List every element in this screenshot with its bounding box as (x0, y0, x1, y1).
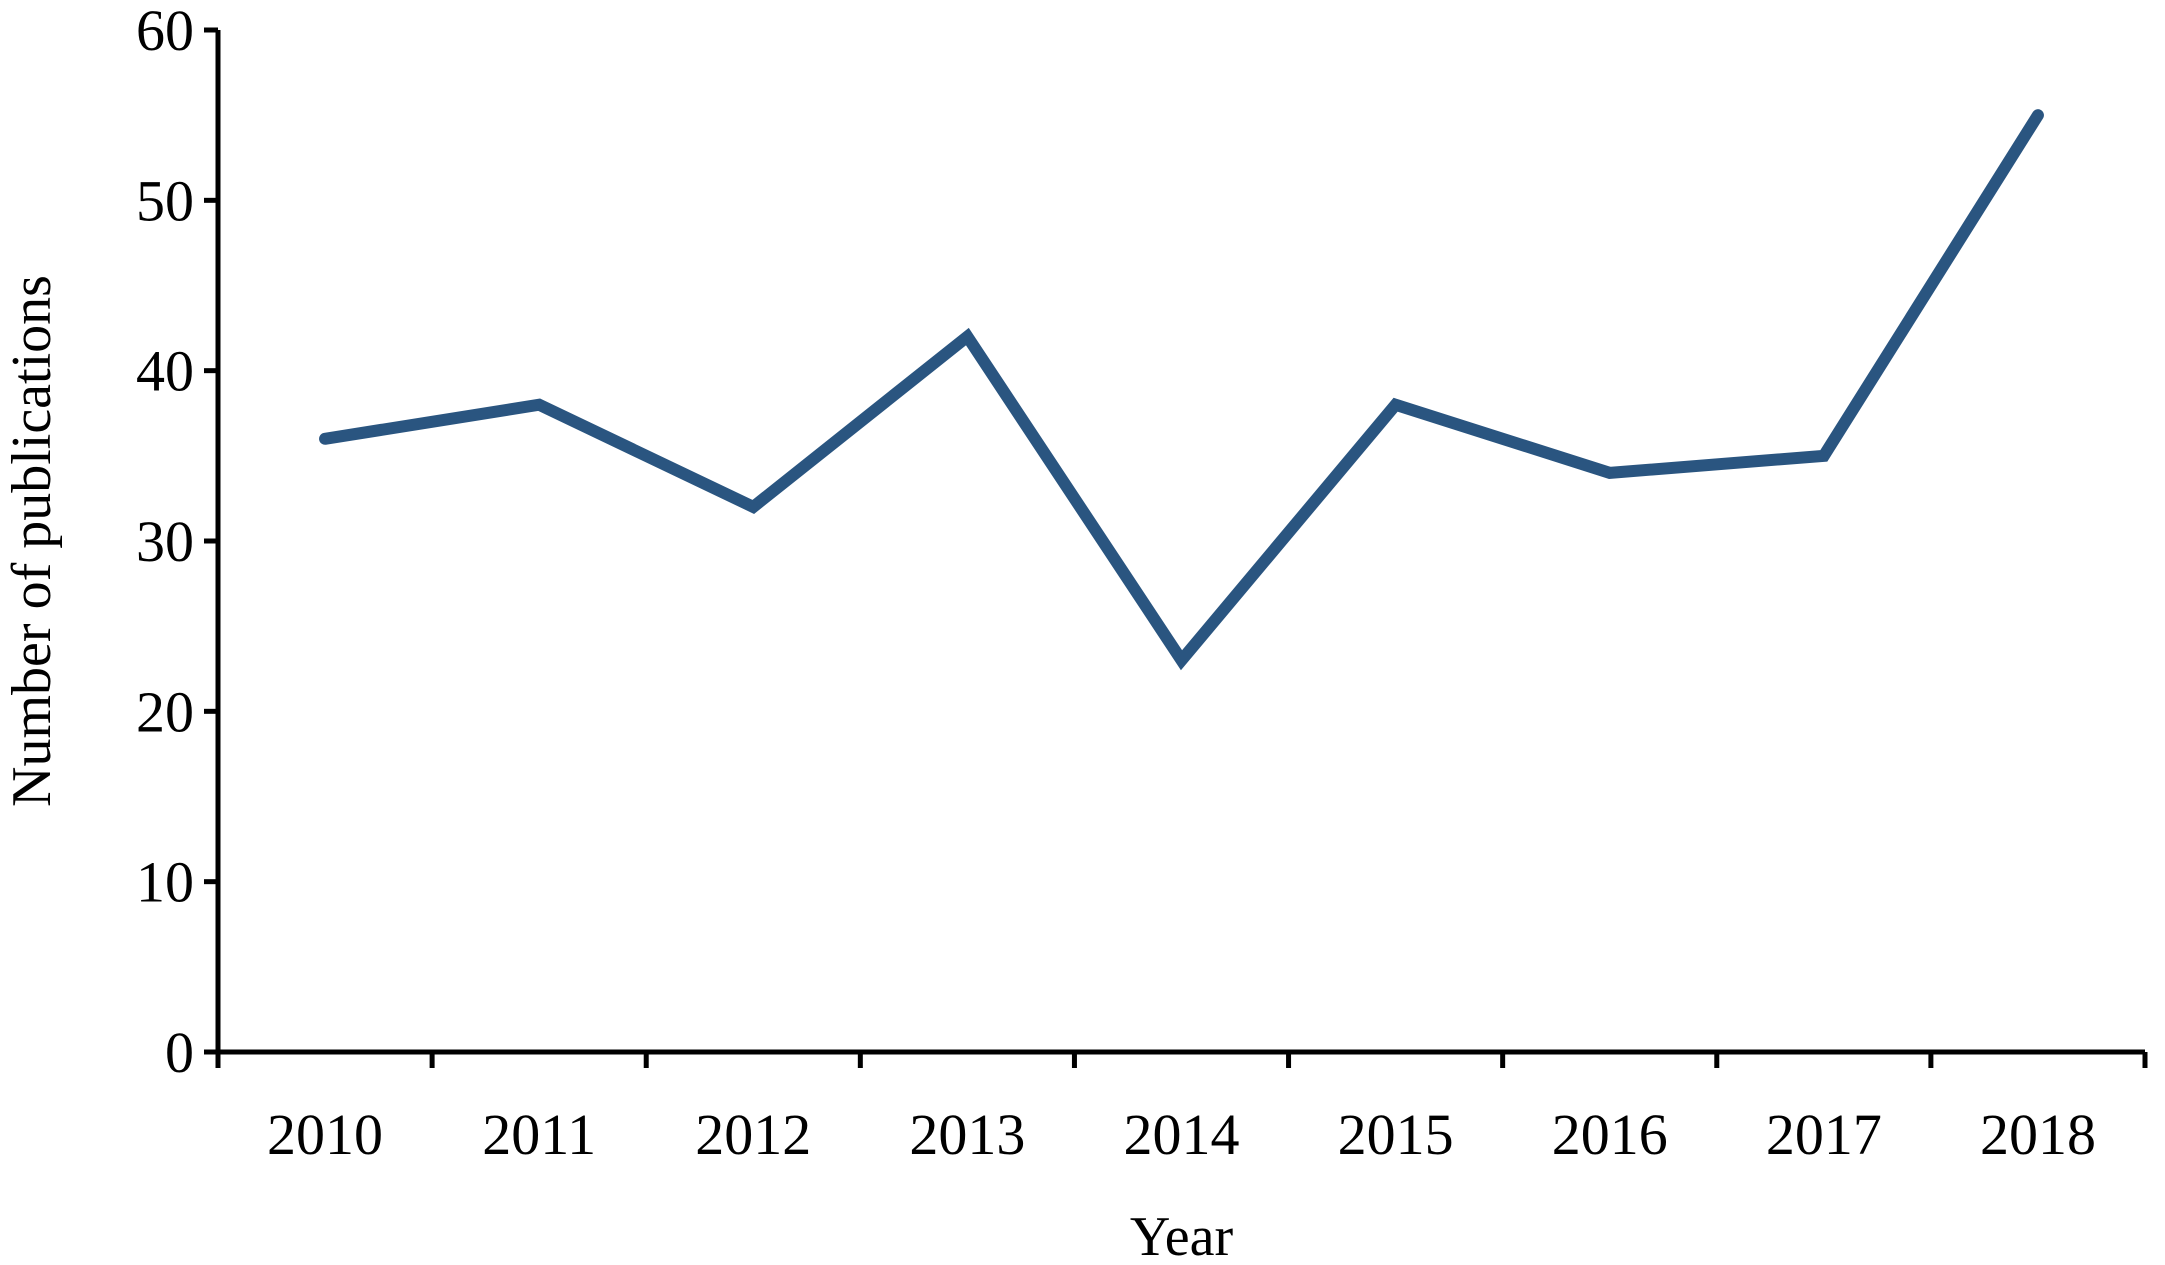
y-tick-label: 40 (136, 339, 194, 404)
x-tick-label: 2015 (1338, 1102, 1454, 1167)
x-axis-title: Year (1130, 1206, 1234, 1265)
data-point (535, 400, 544, 409)
y-tick-label: 30 (136, 509, 194, 574)
data-point (2033, 111, 2042, 120)
data-point (1819, 451, 1828, 460)
data-point (1391, 400, 1400, 409)
y-tick-label: 60 (136, 0, 194, 63)
data-point (749, 502, 758, 511)
y-tick-label: 50 (136, 168, 194, 233)
y-axis-ticks: 0 10 20 30 40 50 60 (136, 0, 218, 1085)
data-point (1605, 468, 1614, 477)
x-tick-label: 2016 (1552, 1102, 1668, 1167)
x-axis-ticks: 2010 2011 2012 2013 2014 2015 2016 2017 2018 (215, 1052, 2148, 1167)
y-axis-title: Number of publications (1, 275, 63, 807)
x-tick-label: 2011 (482, 1102, 596, 1167)
x-tick-label: 2013 (909, 1102, 1025, 1167)
series-layer (319, 109, 2044, 671)
x-tick-label: 2010 (267, 1102, 383, 1167)
data-point (963, 332, 972, 341)
x-tick-label: 2018 (1980, 1102, 2096, 1167)
data-point (1177, 656, 1186, 665)
x-tick-label: 2012 (695, 1102, 811, 1167)
y-tick-label: 0 (165, 1020, 194, 1085)
data-point (321, 434, 330, 443)
x-tick-label: 2014 (1124, 1102, 1240, 1167)
y-tick-label: 20 (136, 679, 194, 744)
series-line (319, 109, 2044, 671)
x-tick-label: 2017 (1766, 1102, 1882, 1167)
y-tick-label: 10 (136, 850, 194, 915)
